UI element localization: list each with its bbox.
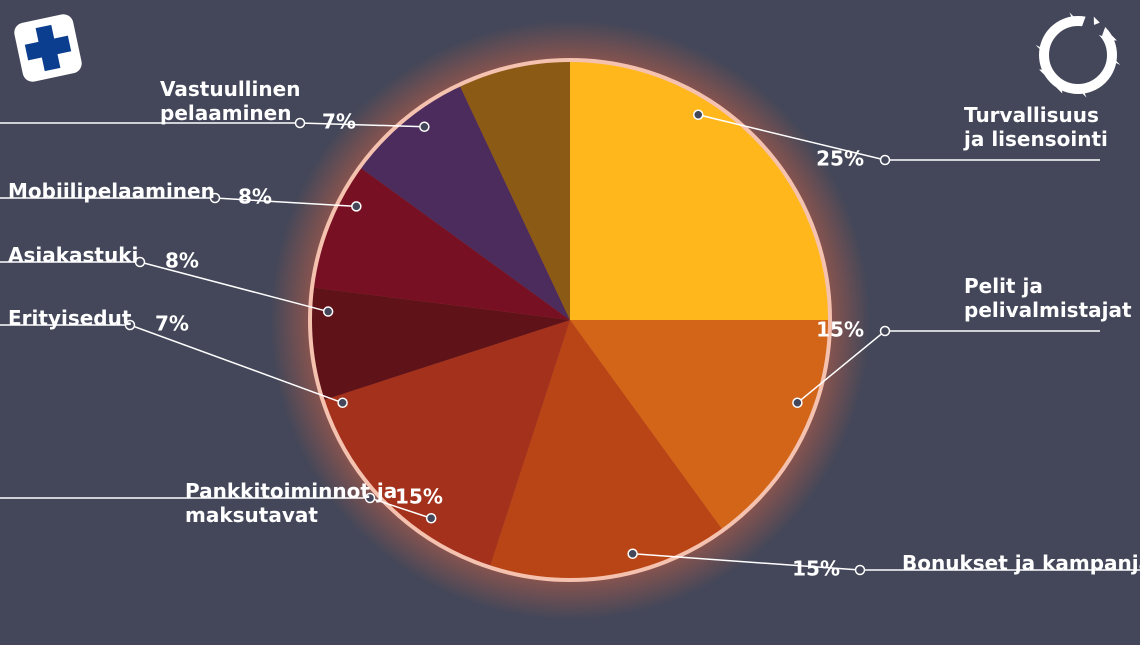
leader-dot (296, 119, 305, 128)
leader-dot (352, 202, 361, 211)
leader-dot (694, 110, 703, 119)
slice-percent: 8% (165, 249, 199, 273)
slice-percent: 7% (322, 110, 356, 134)
leader-dot (324, 307, 333, 316)
leader-dot (793, 398, 802, 407)
pie-chart: 25% Turvallisuusja lisensointi 15% Pelit ja… (0, 0, 1140, 641)
slice-label: Asiakastuki (8, 243, 138, 267)
finland-flag-icon (12, 12, 83, 83)
slice-percent: 25% (816, 147, 864, 171)
slice-label: Mobiilipelaaminen (8, 179, 215, 203)
leader-dot (338, 398, 347, 407)
slice-label: Turvallisuusja lisensointi (963, 103, 1108, 151)
slice-percent: 8% (238, 185, 272, 209)
slice-label: Vastuullinenpelaaminen (160, 77, 300, 125)
slice-label: Pelit japelivalmistajat (964, 274, 1132, 322)
slice-percent: 15% (395, 485, 443, 509)
slice-label: Bonukset ja kampanjat (902, 551, 1140, 575)
leader-dot (881, 156, 890, 165)
pie-slice (570, 60, 830, 320)
dragon-ouroboros-icon (1036, 12, 1121, 97)
slice-percent: 15% (792, 557, 840, 581)
leader-dot (420, 122, 429, 131)
leader-dot (628, 549, 637, 558)
slice-percent: 7% (155, 312, 189, 336)
slice-percent: 15% (816, 318, 864, 342)
leader-dot (856, 566, 865, 575)
leader-dot (881, 327, 890, 336)
slice-label: Erityisedut (8, 306, 132, 330)
leader-dot (427, 514, 436, 523)
